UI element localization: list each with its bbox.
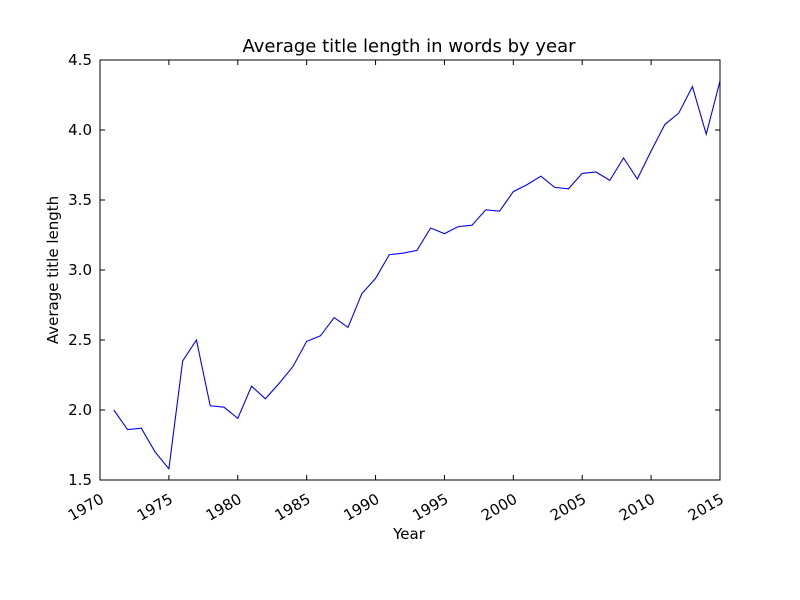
- y-tick-label: 4.0: [68, 121, 92, 139]
- x-tick-label: 2015: [685, 490, 727, 525]
- tick-labels: 1970 1975 1980 1985 1990 1995 2000 2005 2010 2015…: [65, 51, 727, 525]
- chart-title: Average title length in words by year: [242, 36, 576, 57]
- x-tick-label: 2000: [478, 490, 520, 525]
- x-tick-label: 1995: [409, 490, 451, 525]
- axis-ticks: [99, 59, 721, 481]
- x-axis-title: Year: [392, 525, 426, 543]
- x-tick-label: 2005: [547, 490, 589, 525]
- y-tick-label: 2.0: [68, 401, 92, 419]
- y-tick-label: 3.5: [68, 191, 92, 209]
- y-tick-label: 4.5: [68, 51, 92, 69]
- y-axis-title: Average title length: [44, 196, 62, 344]
- plot-frame: [99, 59, 721, 481]
- x-tick-label: 2010: [616, 490, 658, 525]
- y-tick-label: 1.5: [68, 471, 92, 489]
- x-tick-label: 1990: [340, 490, 382, 525]
- series-line-0: [113, 80, 721, 471]
- y-tick-label: 3.0: [68, 261, 92, 279]
- x-tick-label: 1970: [65, 490, 107, 525]
- x-tick-label: 1980: [203, 490, 245, 525]
- x-tick-label: 1975: [134, 490, 176, 525]
- y-tick-label: 2.5: [68, 331, 92, 349]
- plot-area: [99, 59, 721, 481]
- x-tick-label: 1985: [272, 490, 314, 525]
